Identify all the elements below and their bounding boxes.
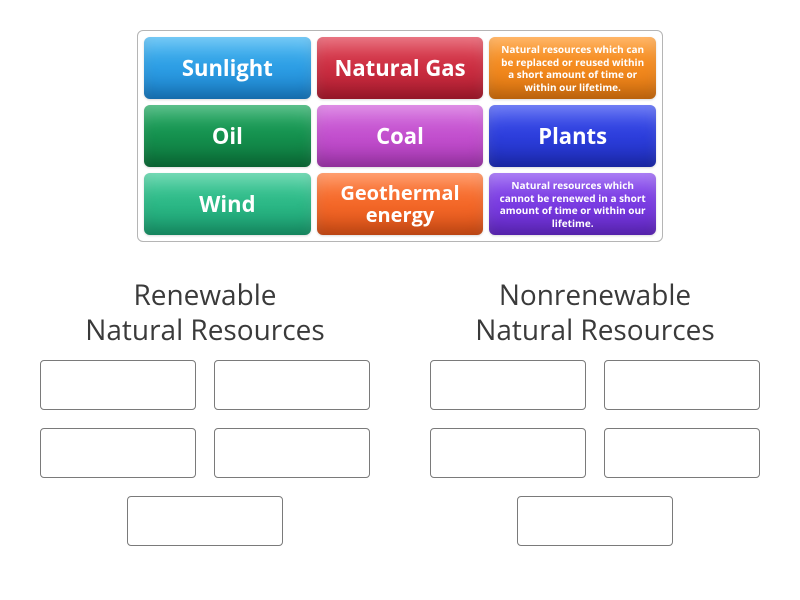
tile-sunlight[interactable]: Sunlight: [144, 37, 311, 99]
tile-label: Natural resources which can be replaced …: [497, 43, 648, 93]
tile-label: Coal: [376, 124, 424, 148]
drop-slot[interactable]: [40, 360, 196, 410]
tile-label: Plants: [538, 124, 607, 148]
drop-slot[interactable]: [430, 360, 586, 410]
tile-nonrenewable-def[interactable]: Natural resources which cannot be renewe…: [489, 173, 656, 235]
drop-slot[interactable]: [604, 360, 760, 410]
tile-label: Natural resources which cannot be renewe…: [497, 179, 648, 229]
category-title: NonrenewableNatural Resources: [475, 278, 714, 348]
category-title-line2: Natural Resources: [475, 313, 714, 348]
drop-slot[interactable]: [430, 428, 586, 478]
category-title-line1: Renewable: [85, 278, 324, 313]
tile-label: Geothermal energy: [325, 182, 476, 226]
category-renewable: RenewableNatural Resources: [35, 278, 375, 546]
activity-stage: Sunlight Natural Gas Natural resources whi…: [0, 0, 800, 600]
category-title: RenewableNatural Resources: [85, 278, 324, 348]
drop-slot[interactable]: [604, 428, 760, 478]
tile-natural-gas[interactable]: Natural Gas: [317, 37, 484, 99]
drop-slot[interactable]: [40, 428, 196, 478]
tile-label: Sunlight: [182, 56, 273, 80]
tile-coal[interactable]: Coal: [317, 105, 484, 167]
drop-slot[interactable]: [214, 428, 370, 478]
tile-label: Natural Gas: [334, 56, 465, 80]
tile-geothermal[interactable]: Geothermal energy: [317, 173, 484, 235]
drop-slot[interactable]: [127, 496, 283, 546]
source-tile-panel: Sunlight Natural Gas Natural resources whi…: [137, 30, 663, 242]
categories-row: RenewableNatural ResourcesNonrenewableNa…: [0, 278, 800, 546]
category-nonrenewable: NonrenewableNatural Resources: [425, 278, 765, 546]
tile-label: Wind: [199, 192, 255, 216]
tile-oil[interactable]: Oil: [144, 105, 311, 167]
drop-slot[interactable]: [214, 360, 370, 410]
tile-label: Oil: [212, 124, 243, 148]
category-title-line1: Nonrenewable: [475, 278, 714, 313]
drop-slots: [35, 360, 375, 546]
drop-slots: [425, 360, 765, 546]
tile-renewable-def[interactable]: Natural resources which can be replaced …: [489, 37, 656, 99]
category-title-line2: Natural Resources: [85, 313, 324, 348]
tile-plants[interactable]: Plants: [489, 105, 656, 167]
tile-wind[interactable]: Wind: [144, 173, 311, 235]
drop-slot[interactable]: [517, 496, 673, 546]
